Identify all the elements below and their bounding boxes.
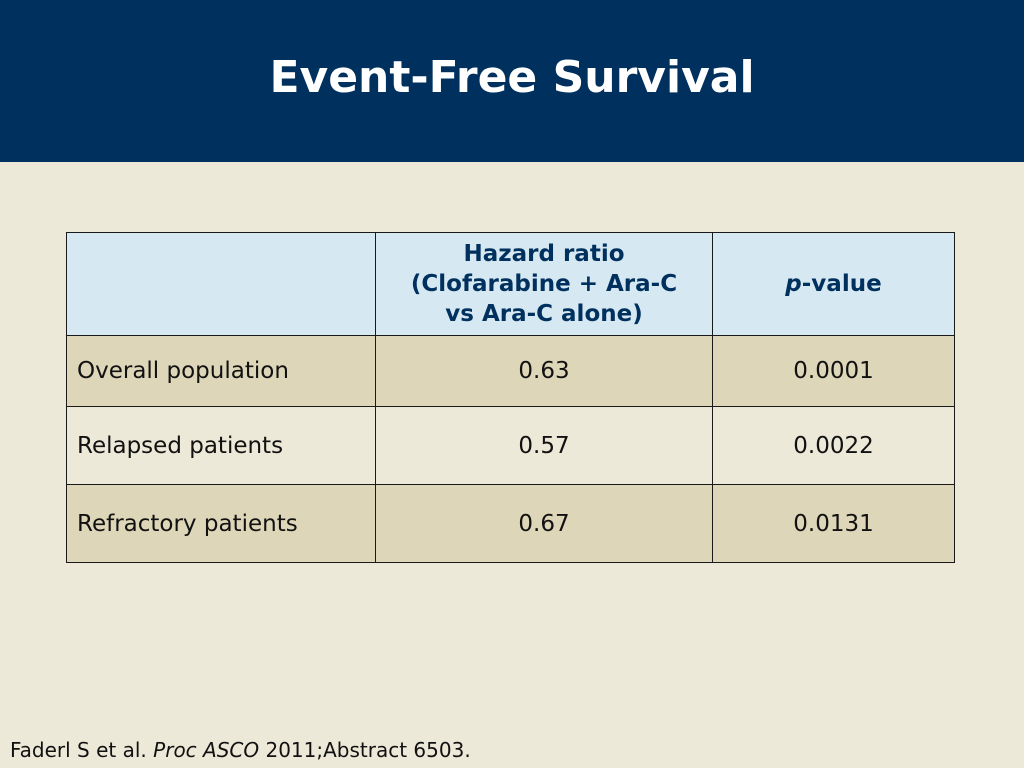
slide-title: Event-Free Survival [269, 52, 755, 103]
citation-journal: Proc ASCO [153, 738, 260, 762]
table-row: Overall population 0.63 0.0001 [66, 335, 955, 407]
row-label: Overall population [66, 335, 376, 407]
title-banner [0, 0, 1024, 162]
hazard-header-line-3: vs Ara-C alone) [445, 301, 643, 327]
citation-authors: Faderl S et al. [10, 738, 154, 762]
p-value-header-rest: -value [801, 271, 882, 297]
citation-details: 2011;Abstract 6503. [259, 738, 471, 762]
row-label: Refractory patients [66, 484, 376, 563]
p-value-header-italic: p [785, 271, 802, 297]
hazard-ratio-value: 0.67 [375, 484, 713, 563]
citation: Faderl S et al. Proc ASCO 2011;Abstract … [10, 738, 471, 762]
row-label: Relapsed patients [66, 406, 376, 485]
table-row: Refractory patients 0.67 0.0131 [66, 484, 955, 563]
hazard-ratio-value: 0.57 [375, 406, 713, 485]
p-value-header: p-value [712, 232, 955, 336]
hazard-header-line-2: (Clofarabine + Ara-C [410, 271, 678, 297]
p-value-value: 0.0131 [712, 484, 955, 563]
corner-header-cell [66, 232, 376, 336]
p-value-value: 0.0022 [712, 406, 955, 485]
table-header-row: Hazard ratio (Clofarabine + Ara-C vs Ara… [66, 232, 955, 336]
p-value-value: 0.0001 [712, 335, 955, 407]
hazard-ratio-value: 0.63 [375, 335, 713, 407]
event-free-survival-table: Hazard ratio (Clofarabine + Ara-C vs Ara… [66, 232, 955, 563]
hazard-ratio-header: Hazard ratio (Clofarabine + Ara-C vs Ara… [375, 232, 713, 336]
table-row: Relapsed patients 0.57 0.0022 [66, 406, 955, 485]
hazard-header-line-1: Hazard ratio [463, 241, 625, 267]
